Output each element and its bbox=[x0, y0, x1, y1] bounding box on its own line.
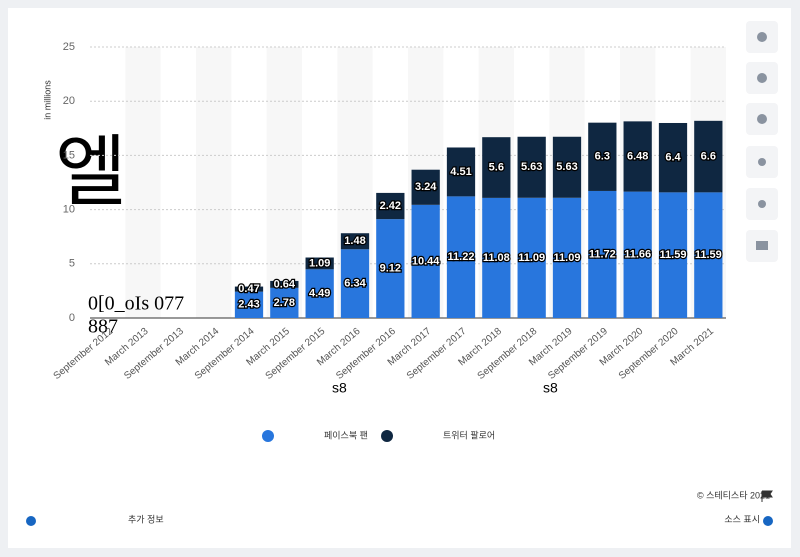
annotation: 엘 bbox=[55, 128, 127, 216]
value-label: 0.64 bbox=[274, 278, 296, 290]
bar-segment bbox=[411, 204, 440, 318]
info-icon[interactable] bbox=[26, 516, 36, 526]
value-label: 3.24 bbox=[415, 181, 437, 193]
legend-swatch bbox=[262, 430, 274, 442]
value-label: 2.78 bbox=[274, 297, 295, 309]
bar-segment bbox=[658, 122, 688, 193]
flag-icon bbox=[761, 490, 773, 502]
band-stripe bbox=[196, 47, 232, 318]
bar-segment bbox=[623, 191, 652, 318]
show-source[interactable]: 소스 표시 bbox=[724, 514, 760, 524]
y-tick-label: 10 bbox=[63, 204, 75, 216]
bar-segment bbox=[234, 291, 264, 318]
icon bbox=[757, 114, 767, 124]
icon bbox=[757, 32, 767, 42]
value-label: 11.72 bbox=[589, 248, 616, 260]
value-label: 11.09 bbox=[518, 252, 545, 264]
band-stripe bbox=[125, 47, 161, 318]
y-tick-label: 20 bbox=[63, 95, 75, 107]
icon bbox=[756, 241, 768, 250]
value-label: 1.48 bbox=[344, 235, 365, 247]
value-label: 4.49 bbox=[309, 288, 330, 300]
legend-label: 트위터 팔로어 bbox=[443, 429, 495, 440]
bar-segment bbox=[305, 257, 334, 270]
value-label: 6.48 bbox=[627, 150, 648, 162]
bar-segment bbox=[270, 280, 299, 288]
bar-segment bbox=[376, 192, 405, 220]
bar-segment bbox=[234, 286, 264, 292]
annotation: s8 bbox=[543, 380, 558, 396]
value-label: 11.59 bbox=[660, 249, 687, 261]
bar-segment bbox=[552, 197, 582, 318]
value-label: 6.6 bbox=[701, 150, 716, 162]
value-label: 4.51 bbox=[450, 166, 471, 178]
info-icon[interactable] bbox=[763, 516, 773, 526]
sidebar bbox=[746, 21, 778, 262]
annotation: 887 bbox=[88, 316, 118, 338]
bar-segment bbox=[482, 197, 511, 318]
annotation: 0[0_oIs 077 bbox=[88, 293, 184, 315]
icon bbox=[757, 73, 767, 83]
value-label: 5.6 bbox=[489, 161, 504, 173]
value-label: 2.43 bbox=[238, 299, 259, 311]
y-axis-label: in millions bbox=[42, 80, 52, 120]
band-stripe bbox=[266, 47, 302, 318]
bar-segment bbox=[517, 136, 546, 198]
legend-label: 페이스북 팬 bbox=[324, 430, 368, 440]
value-label: 11.08 bbox=[483, 252, 510, 264]
bar-segment bbox=[517, 197, 546, 318]
bar-segment bbox=[340, 249, 370, 318]
value-label: 5.63 bbox=[556, 161, 577, 173]
bar-segment bbox=[588, 122, 617, 191]
bar-segment bbox=[270, 287, 299, 318]
y-tick-label: 0 bbox=[69, 312, 75, 324]
value-label: 0.47 bbox=[238, 283, 259, 295]
bar-segment bbox=[694, 192, 723, 318]
value-label: 6.34 bbox=[344, 278, 366, 290]
bar-segment bbox=[588, 190, 617, 318]
bar-segment bbox=[411, 169, 440, 205]
bar-segment bbox=[552, 136, 582, 198]
value-label: 2.42 bbox=[380, 200, 401, 212]
icon bbox=[758, 200, 766, 208]
bar-segment bbox=[376, 219, 405, 318]
more-info[interactable]: 추가 정보 bbox=[128, 514, 164, 524]
y-tick-label: 25 bbox=[63, 41, 75, 53]
value-label: 6.4 bbox=[665, 152, 681, 164]
bar-segment bbox=[305, 269, 334, 318]
icon bbox=[758, 158, 766, 166]
bar-segment bbox=[694, 120, 723, 193]
value-label: 11.22 bbox=[448, 251, 475, 263]
legend-swatch bbox=[381, 430, 393, 442]
value-label: 10.44 bbox=[412, 255, 440, 267]
value-label: 11.59 bbox=[695, 249, 722, 261]
value-label: 6.3 bbox=[595, 151, 610, 163]
value-label: 9.12 bbox=[380, 262, 401, 274]
value-label: 5.63 bbox=[521, 161, 542, 173]
bar-segment bbox=[482, 137, 511, 198]
value-label: 1.09 bbox=[309, 257, 330, 269]
bar-segment bbox=[658, 192, 688, 318]
bar-segment bbox=[446, 147, 476, 197]
y-tick-label: 5 bbox=[69, 258, 75, 270]
bar-segment bbox=[623, 121, 652, 192]
bar-segment bbox=[340, 233, 370, 250]
y-tick-label: 15 bbox=[63, 149, 75, 161]
credit: © 스테티스타 2021 bbox=[697, 490, 770, 500]
value-label: 11.09 bbox=[554, 252, 581, 264]
value-label: 11.66 bbox=[624, 249, 651, 261]
annotation: s8 bbox=[332, 380, 347, 396]
bar-segment bbox=[446, 196, 476, 318]
